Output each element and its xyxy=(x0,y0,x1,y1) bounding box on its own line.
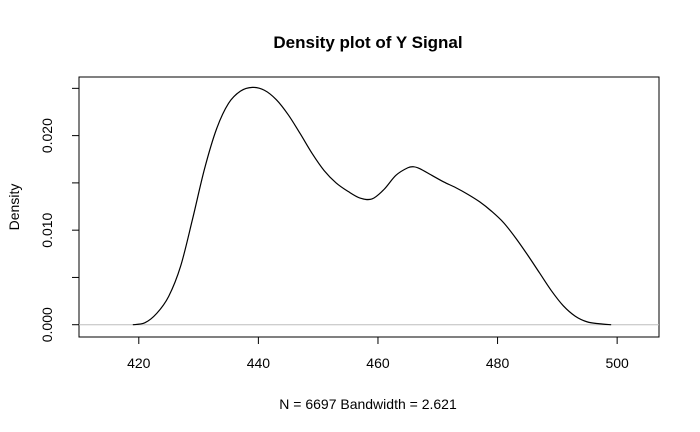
chart-title: Density plot of Y Signal xyxy=(273,33,462,52)
y-tick-label: 0.010 xyxy=(39,212,55,247)
x-axis-label: N = 6697 Bandwidth = 2.621 xyxy=(279,396,457,412)
density-curve xyxy=(132,86,612,326)
y-tick-label: 0.020 xyxy=(39,118,55,153)
x-axis: 420 440 460 480 500 xyxy=(127,337,629,371)
x-tick-label: 420 xyxy=(127,355,151,371)
y-tick-label: 0.000 xyxy=(39,307,55,342)
y-axis: 0.000 0.010 0.020 xyxy=(39,87,79,342)
x-tick-label: 440 xyxy=(247,355,271,371)
y-axis-label: Density xyxy=(6,184,22,231)
x-tick-label: 460 xyxy=(366,355,390,371)
x-tick-label: 500 xyxy=(605,355,629,371)
x-tick-label: 480 xyxy=(486,355,510,371)
plot-frame xyxy=(78,76,660,338)
